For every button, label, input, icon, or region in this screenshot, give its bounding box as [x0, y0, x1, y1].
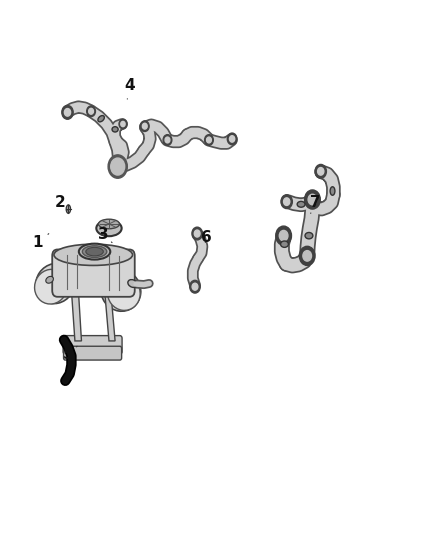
- Ellipse shape: [281, 241, 288, 247]
- Ellipse shape: [99, 219, 120, 229]
- Ellipse shape: [36, 263, 75, 304]
- Circle shape: [142, 123, 147, 129]
- Ellipse shape: [82, 246, 107, 257]
- Circle shape: [111, 158, 125, 175]
- Circle shape: [163, 135, 172, 146]
- FancyBboxPatch shape: [63, 336, 122, 354]
- Ellipse shape: [54, 244, 133, 265]
- Ellipse shape: [35, 269, 67, 304]
- Circle shape: [281, 195, 292, 208]
- Ellipse shape: [107, 276, 140, 310]
- Ellipse shape: [297, 201, 305, 207]
- Circle shape: [205, 135, 213, 146]
- Circle shape: [108, 155, 127, 178]
- Ellipse shape: [305, 232, 313, 239]
- Circle shape: [308, 194, 317, 205]
- Text: 4: 4: [124, 78, 135, 99]
- Circle shape: [119, 119, 127, 129]
- Ellipse shape: [128, 280, 137, 287]
- Circle shape: [121, 122, 125, 127]
- Circle shape: [304, 190, 320, 209]
- Text: 6: 6: [201, 230, 211, 245]
- Circle shape: [303, 251, 311, 261]
- Circle shape: [318, 167, 324, 175]
- Ellipse shape: [79, 244, 110, 260]
- Circle shape: [87, 106, 95, 117]
- Ellipse shape: [98, 116, 104, 122]
- Circle shape: [279, 230, 288, 241]
- Circle shape: [207, 137, 212, 143]
- Circle shape: [315, 165, 326, 178]
- Circle shape: [192, 283, 198, 290]
- Circle shape: [276, 226, 291, 245]
- Text: 5: 5: [63, 346, 77, 362]
- Circle shape: [62, 106, 73, 119]
- Ellipse shape: [112, 127, 118, 132]
- Text: 1: 1: [32, 233, 49, 250]
- Circle shape: [190, 280, 200, 293]
- Ellipse shape: [86, 247, 103, 256]
- Circle shape: [192, 227, 202, 240]
- Circle shape: [194, 230, 200, 237]
- Circle shape: [165, 137, 170, 143]
- Ellipse shape: [46, 277, 53, 283]
- Text: 2: 2: [54, 195, 68, 211]
- Circle shape: [299, 246, 315, 265]
- Text: 3: 3: [98, 227, 112, 243]
- Ellipse shape: [330, 187, 335, 195]
- Circle shape: [64, 109, 71, 116]
- Ellipse shape: [66, 205, 71, 213]
- Ellipse shape: [96, 220, 122, 236]
- Polygon shape: [105, 290, 115, 341]
- Circle shape: [227, 133, 237, 145]
- Circle shape: [230, 136, 235, 142]
- FancyBboxPatch shape: [52, 249, 135, 297]
- Ellipse shape: [101, 270, 141, 311]
- Circle shape: [141, 121, 149, 132]
- Circle shape: [88, 108, 93, 114]
- Polygon shape: [71, 290, 81, 341]
- FancyBboxPatch shape: [64, 346, 122, 360]
- Text: 7: 7: [310, 195, 320, 213]
- Circle shape: [283, 198, 290, 205]
